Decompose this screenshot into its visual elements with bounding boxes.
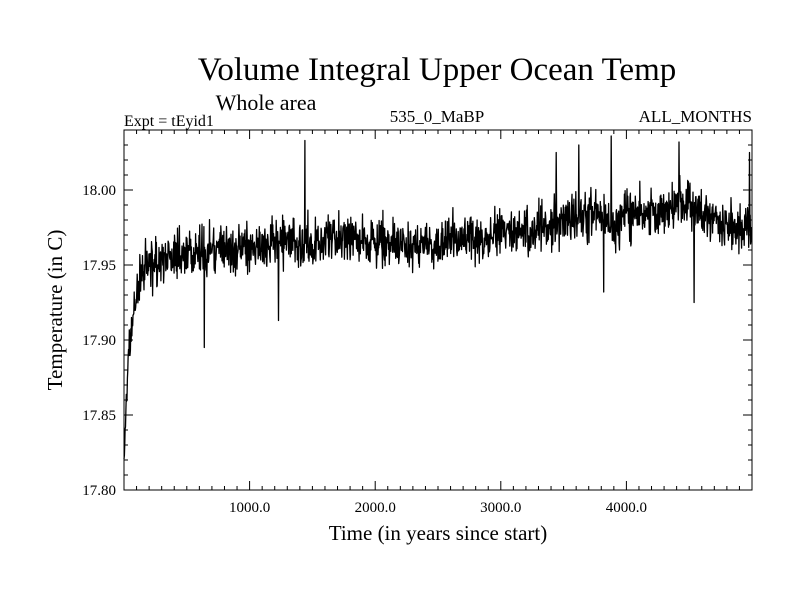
x-tick-label: 4000.0 (606, 500, 647, 516)
chart-subtitle: Whole area (216, 90, 317, 115)
y-axis-label: Temperature (in C) (43, 230, 67, 391)
x-axis-ticks: 1000.0 2000.0 3000.0 4000.0 (136, 130, 740, 516)
y-tick-label: 17.80 (82, 483, 116, 499)
y-tick-label: 17.90 (82, 333, 116, 349)
period-label: ALL_MONTHS (639, 107, 752, 126)
x-tick-label: 3000.0 (480, 500, 521, 516)
y-tick-label: 17.95 (82, 258, 116, 274)
y-axis-ticks: 17.80 17.85 17.90 17.95 18.00 (82, 129, 752, 499)
chart-title: Volume Integral Upper Ocean Temp (198, 52, 676, 88)
plot-area (123, 135, 753, 460)
run-label: 535_0_MaBP (390, 107, 484, 126)
temperature-series-line (123, 135, 753, 460)
y-tick-label: 17.85 (82, 408, 116, 424)
x-tick-label: 2000.0 (355, 500, 396, 516)
experiment-label: Expt = tEyid1 (124, 113, 214, 130)
x-tick-label: 1000.0 (229, 500, 270, 516)
x-axis-label: Time (in years since start) (329, 521, 548, 545)
plot-frame (123, 129, 753, 491)
y-tick-label: 18.00 (82, 183, 116, 199)
